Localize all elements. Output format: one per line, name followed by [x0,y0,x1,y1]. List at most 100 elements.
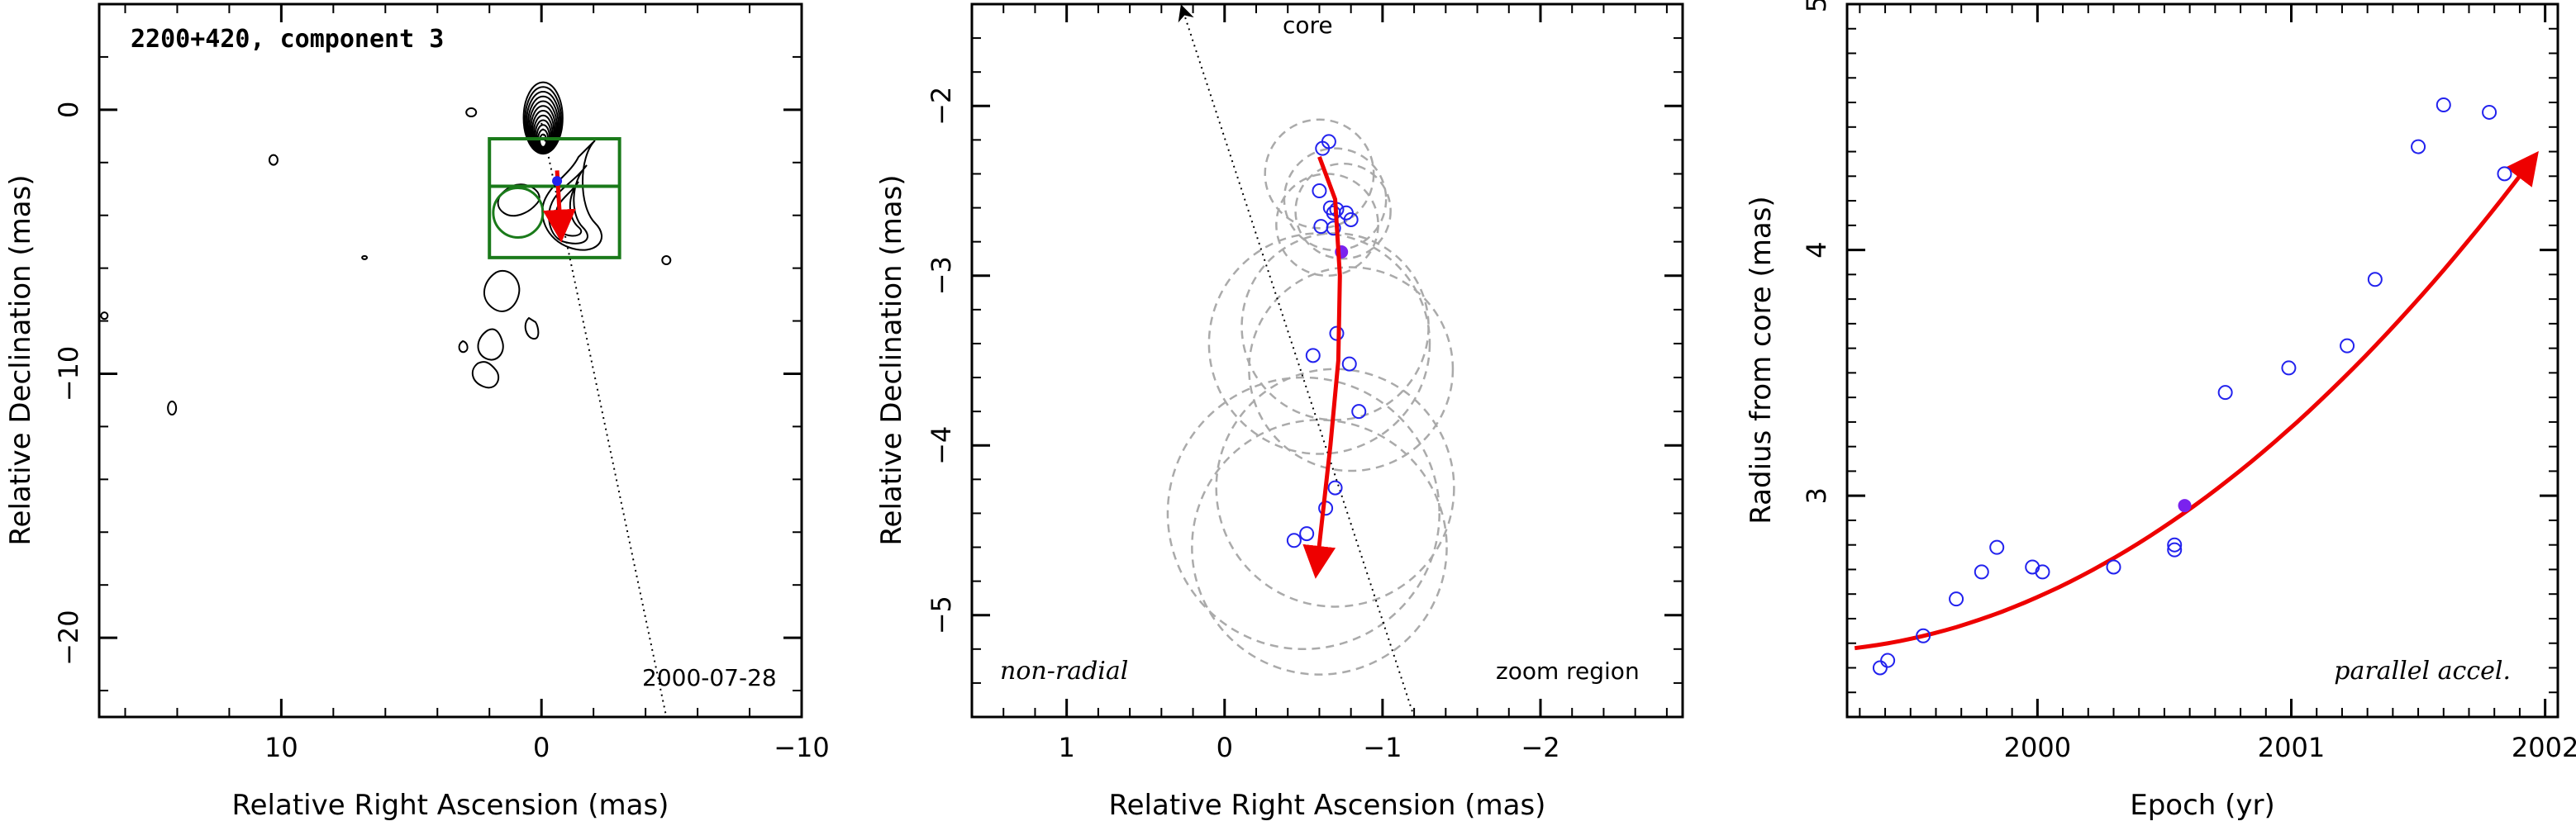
component-position-point [1343,211,1359,227]
contour-line [477,328,504,361]
panel3-marks [1854,97,2539,676]
x-tick-label: −10 [774,732,830,763]
contour-line [661,255,672,266]
motion-track-arrow [1302,156,1342,579]
radius-data-point [2436,97,2451,113]
component-size-circle [1294,162,1392,260]
panel2-x-axis-label: Relative Right Ascension (mas) [1109,789,1546,822]
component-position-point [1326,221,1341,236]
component-size-circle [1166,376,1440,651]
panel1-marks [488,122,668,718]
component-position-point [1299,526,1315,542]
panel3-ticks: 2000 2001 2002 3 4 5 [1801,0,2576,763]
contour-line [465,107,478,118]
y-tick-label: 4 [1801,241,1832,258]
non-radial-label: non-radial [1000,657,1128,686]
component-circle [492,187,545,240]
current-epoch-point [2178,499,2192,513]
component-position-point [1351,404,1367,420]
x-tick-label: −1 [1363,732,1402,763]
x-tick-label: 2000 [2004,732,2071,763]
x-tick-label: 0 [533,732,550,763]
contour-map-panel: 10 0 −10 0 −10 −20 2200+420, component 3 2000… [4,2,830,822]
panel1-y-axis-label: Relative Declination (mas) [4,174,37,545]
panel1-ticks: 10 0 −10 0 −10 −20 [53,4,830,763]
radius-data-point [2167,537,2183,553]
radius-data-point [2497,166,2512,182]
x-tick-label: 1 [1058,732,1074,763]
y-tick-label: 5 [1801,0,1832,12]
panel1-title: 2200+420, component 3 [131,25,444,54]
radius-data-point [2106,559,2121,575]
zoom-region-label: zoom region [1496,657,1640,685]
parallel-accel-label: parallel accel. [2334,657,2511,686]
contour-line [458,339,469,354]
radius-data-point [2482,104,2497,120]
radius-vs-epoch-panel: 2000 2001 2002 3 4 5 parallel accel. Epoch (y… [1745,0,2576,822]
component-size-circle [1240,232,1430,421]
contour-line [100,311,109,320]
radius-data-point [1872,660,1888,676]
y-tick-label: −5 [926,596,957,634]
radius-data-point [1916,628,1931,643]
zoom-box [488,137,621,259]
panel3-frame [1845,2,2559,719]
contour-line [497,183,540,217]
y-tick-label: −3 [926,256,957,295]
radius-data-point [1989,539,2005,555]
radius-data-point [1880,653,1896,668]
component-size-circle [1191,419,1448,676]
panel1-frame [98,2,803,719]
component-position-point [1321,134,1336,150]
panel1-date-label: 2000-07-28 [642,664,777,691]
y-tick-label: −20 [53,610,84,666]
radius-data-point [2035,564,2050,580]
radius-data-point [1974,564,1989,580]
component-size-circle [1248,266,1455,472]
radius-data-point [2411,139,2426,154]
component-size-circle [1215,368,1455,608]
radius-data-point [2340,338,2355,354]
y-tick-label: 3 [1801,487,1832,504]
core-direction-arrow [1178,4,1416,718]
panel2-ticks: 1 0 −1 −2 −2 −3 −4 −5 [926,4,1683,763]
contour-line [268,154,279,166]
radius-data-point [2281,360,2297,376]
contour-line [471,361,500,389]
radius-data-point [1949,591,1964,607]
acceleration-fit-curve [1854,150,2539,651]
radius-data-point [2217,385,2233,401]
panel2-marks [1166,4,1455,718]
component-position-point [1305,348,1321,363]
component-position-point [1327,480,1343,496]
component-size-circle [1207,232,1431,455]
contour-line [167,401,178,416]
panel1-x-axis-label: Relative Right Ascension (mas) [232,789,669,822]
panel2-frame [970,2,1684,719]
component-position-point [1286,533,1302,548]
y-tick-label: −2 [926,87,957,126]
contour-line [524,316,540,340]
component-position-point [1341,356,1357,372]
y-tick-label: −4 [926,426,957,465]
x-tick-label: 2002 [2512,732,2576,763]
component-position-point [1312,183,1327,199]
y-tick-label: 0 [53,102,84,118]
contour-line [483,270,521,312]
zoom-region-panel: 1 0 −1 −2 −2 −3 −4 −5 core non-radial zoom regi… [875,2,1684,822]
core-arrow-label: core [1283,12,1333,39]
contour-map [100,81,672,416]
panel2-y-axis-label: Relative Declination (mas) [875,174,908,545]
radius-data-point [2167,542,2183,558]
current-epoch-point [552,176,563,187]
x-tick-label: 0 [1217,732,1233,763]
component-position-point [1313,219,1329,235]
contour-line [361,254,369,260]
radius-data-point [2367,272,2383,287]
x-tick-label: 10 [264,732,298,763]
x-tick-label: −2 [1521,732,1559,763]
panel3-y-axis-label: Radius from core (mas) [1745,196,1778,524]
y-tick-label: −10 [53,346,84,402]
panel3-x-axis-label: Epoch (yr) [2130,789,2275,822]
